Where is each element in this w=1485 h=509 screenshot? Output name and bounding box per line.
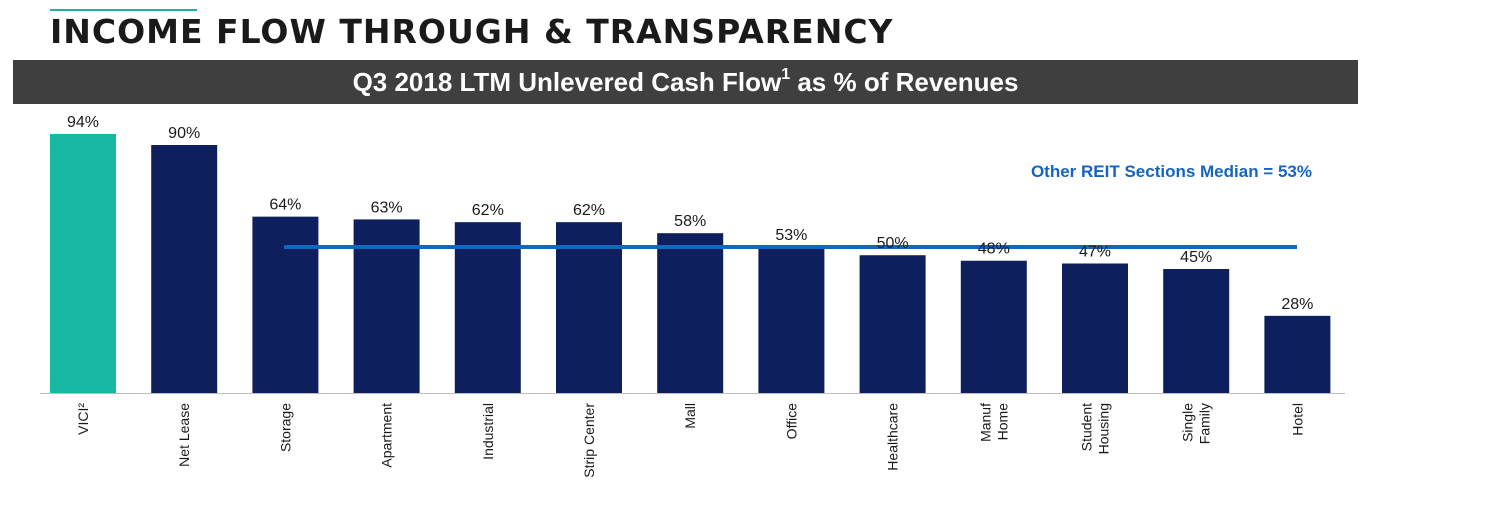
data-label-6: 58% xyxy=(674,213,706,230)
data-label-1: 90% xyxy=(168,125,200,142)
x-tick-label-5: Strip Center xyxy=(581,403,597,478)
x-tick-label-line: Apartment xyxy=(379,403,395,468)
data-label-10: 47% xyxy=(1079,244,1111,261)
bar-9 xyxy=(960,260,1027,393)
bar-2 xyxy=(252,216,319,393)
data-label-4: 62% xyxy=(472,202,504,219)
x-tick-label-line: Strip Center xyxy=(581,403,597,478)
x-tick-label-10: StudentHousing xyxy=(1079,403,1112,454)
chart-title-bar: Q3 2018 LTM Unlevered Cash Flow1 as % of… xyxy=(13,60,1358,104)
chart-title: Q3 2018 LTM Unlevered Cash Flow xyxy=(352,67,782,97)
x-tick-label-1: Net Lease xyxy=(176,403,192,467)
data-label-9: 48% xyxy=(978,241,1010,258)
bar-10 xyxy=(1062,263,1128,393)
bar-12 xyxy=(1264,315,1331,393)
x-tick-label-9: ManufHome xyxy=(977,403,1010,442)
data-label-3: 63% xyxy=(371,199,403,216)
x-tick-label-line: Single xyxy=(1180,403,1196,442)
x-tick-label-line: Hotel xyxy=(1289,403,1305,436)
x-tick-label-line: Healthcare xyxy=(885,403,901,471)
bar-8 xyxy=(859,255,926,393)
data-label-2: 64% xyxy=(269,197,301,214)
x-tick-label-8: Healthcare xyxy=(885,403,901,471)
x-tick-label-12: Hotel xyxy=(1289,403,1305,436)
bar-5 xyxy=(556,222,622,393)
x-tick-label-0: VICI² xyxy=(75,403,91,435)
bar-6 xyxy=(657,233,724,393)
x-tick-label-line: Storage xyxy=(277,403,293,452)
data-label-11: 45% xyxy=(1180,249,1212,266)
bar-1 xyxy=(151,145,218,393)
x-tick-label-3: Apartment xyxy=(379,403,395,468)
x-tick-label-line: Home xyxy=(994,403,1010,441)
x-tick-label-line: VICI² xyxy=(75,403,91,435)
bar-4 xyxy=(454,222,521,393)
chart-title-suffix: as % of Revenues xyxy=(790,67,1019,97)
median-label: Other REIT Sections Median = 53% xyxy=(1031,162,1312,181)
x-tick-label-11: SingleFamily xyxy=(1180,403,1213,444)
x-tick-label-line: Industrial xyxy=(480,403,496,460)
data-labels-group: 94% 90% 64% 63% 62% 62% 58% 53% 50% 48% 47% 45% 28% xyxy=(67,114,1313,313)
data-label-8: 50% xyxy=(877,235,909,252)
x-tick-label-line: Family xyxy=(1197,403,1213,444)
x-tick-label-line: Student xyxy=(1079,403,1095,451)
x-tick-label-line: Manuf xyxy=(977,403,993,442)
data-label-7: 53% xyxy=(775,227,807,244)
title-accent-line xyxy=(50,9,197,11)
data-label-12: 28% xyxy=(1281,296,1313,313)
x-tick-label-2: Storage xyxy=(277,403,293,452)
x-tick-label-4: Industrial xyxy=(480,403,496,460)
bar-7 xyxy=(758,246,825,393)
chart-title-footnote: 1 xyxy=(781,66,791,84)
x-tick-labels-group: VICI² Net Lease Storage Apartment Industrial… xyxy=(75,403,1305,478)
data-label-5: 62% xyxy=(573,202,605,219)
data-label-0: 94% xyxy=(67,114,99,131)
x-tick-label-line: Net Lease xyxy=(176,403,192,467)
x-tick-label-7: Office xyxy=(783,403,799,440)
x-tick-label-line: Office xyxy=(783,403,799,440)
x-tick-label-line: Mall xyxy=(682,403,698,429)
x-tick-label-line: Housing xyxy=(1096,403,1112,454)
bar-11 xyxy=(1163,269,1230,393)
x-tick-label-6: Mall xyxy=(682,403,698,429)
bar-0 xyxy=(50,134,116,393)
page-title: INCOME FLOW THROUGH & TRANSPARENCY xyxy=(50,12,894,51)
